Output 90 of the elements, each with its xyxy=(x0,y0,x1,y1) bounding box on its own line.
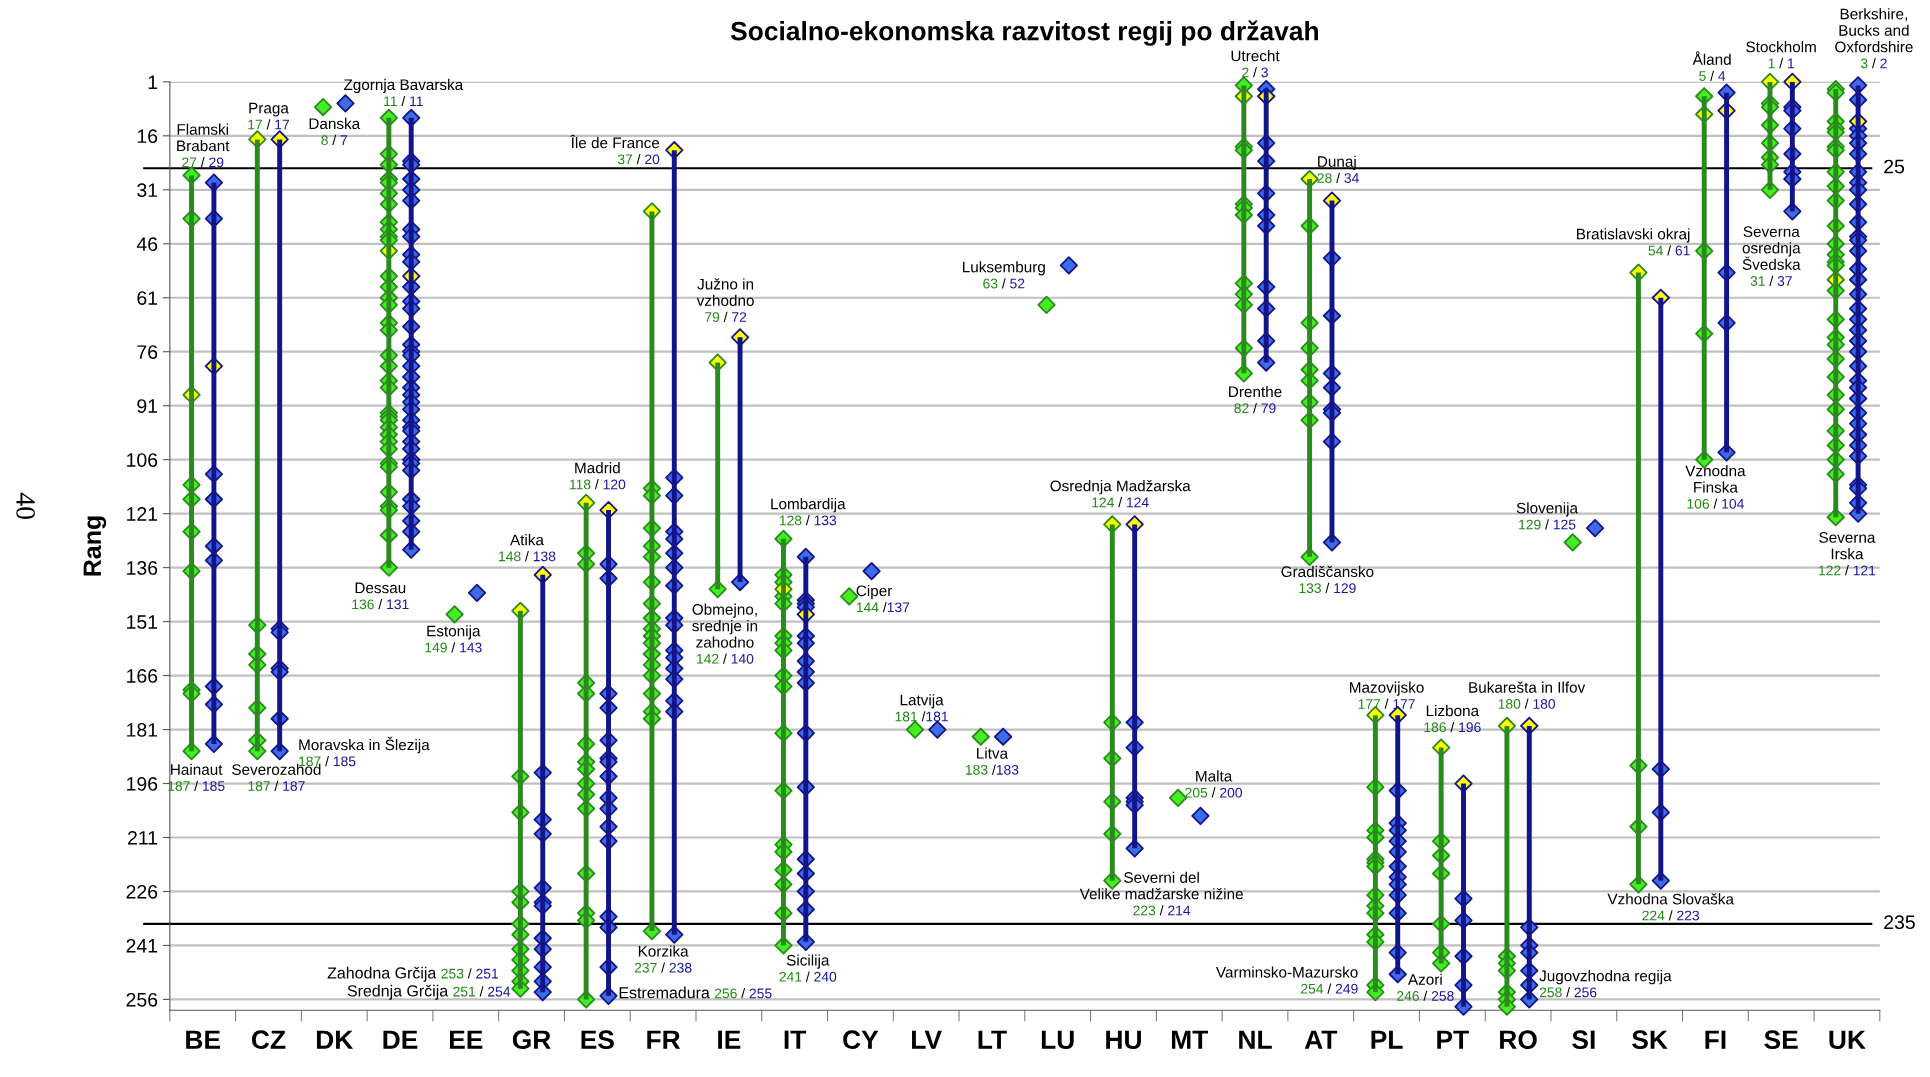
x-tick-label: LV xyxy=(912,1030,942,1049)
annotation: Jugovzhodna regija 258 / 256 xyxy=(1539,970,1672,998)
x-tick-label: FR xyxy=(647,1030,681,1049)
x-tick-label: SE xyxy=(1764,1030,1798,1050)
annotation: Zgornja Bavarska 11 / 11 xyxy=(343,78,464,107)
annotation: Stockholm 1 / 1 xyxy=(1746,41,1816,69)
ref-line-label: 235 xyxy=(1884,915,1915,930)
annotation: Malta 205 / 200 xyxy=(1185,770,1242,798)
x-tick-label: SK xyxy=(1632,1030,1668,1050)
y-tick-label: 61 xyxy=(137,291,158,305)
y-tick-label: 151 xyxy=(127,615,158,629)
annotation: Varminsko-Mazursko 254 / 249 xyxy=(1216,966,1358,994)
x-tick-label: EE xyxy=(449,1030,483,1049)
annotation: Severna Irska 122 / 121 xyxy=(1819,532,1876,576)
annotation: Lombardija 128 / 133 xyxy=(771,498,846,526)
y-tick-label: 226 xyxy=(126,884,158,899)
y-tick-label: 196 xyxy=(127,777,158,791)
annotation: Severni del Velike madžarske nižine 223 / 214 xyxy=(1079,871,1243,916)
annotation: Estremadura 256 / 255 xyxy=(619,986,772,999)
annotation: Ciper 144 /137 xyxy=(856,585,910,613)
x-tick-label: DK xyxy=(316,1030,354,1049)
x-tick-label: BE xyxy=(186,1030,221,1049)
annotation: Južno in vzhodno 79 / 72 xyxy=(696,278,754,322)
x-tick-label: PL xyxy=(1371,1030,1403,1049)
x-tick-label: MT xyxy=(1171,1030,1209,1049)
x-tick-label: UK xyxy=(1829,1030,1866,1050)
annotation: Bratislavski okraj 54 / 61 xyxy=(1577,228,1690,256)
annotation: Zahodna Grčija 253 / 251 xyxy=(327,966,499,982)
x-tick-label: GR xyxy=(512,1030,551,1050)
annotation: Berkshire, Bucks and Oxfordshire 3 / 2 xyxy=(1835,8,1913,69)
annotation: Drenthe 82 / 79 xyxy=(1229,385,1282,414)
annotation: Estonija 149 / 143 xyxy=(425,625,482,653)
annotation: Madrid 118 / 120 xyxy=(569,462,626,490)
annotation: Luksemburg 63 / 52 xyxy=(963,261,1045,289)
annotation: Dunaj 28 / 34 xyxy=(1317,155,1359,183)
annotation: Danska 8 / 7 xyxy=(309,117,361,146)
x-tick-label: ES xyxy=(581,1030,614,1050)
x-tick-label: IE xyxy=(718,1030,741,1049)
annotation: Severna osrednja Švedska 31 / 37 xyxy=(1742,226,1801,286)
x-tick-label: LU xyxy=(1041,1030,1074,1050)
y-tick-label: 181 xyxy=(127,723,158,737)
x-tick-label: AT xyxy=(1304,1030,1338,1049)
x-tick-label: HU xyxy=(1106,1030,1141,1050)
annotation: Gradiščansko 133 / 129 xyxy=(1281,565,1374,594)
annotation: Atika 148 / 138 xyxy=(499,534,556,562)
y-tick-label: 46 xyxy=(136,237,158,252)
annotation: Osrednja Madžarska 124 / 124 xyxy=(1050,480,1191,508)
annotation: Dessau 136 / 131 xyxy=(352,582,409,610)
annotation: Litva 183 /183 xyxy=(965,747,1019,775)
annotation: Hainaut 187 / 185 xyxy=(168,763,225,791)
y-axis-title: Rang xyxy=(83,516,107,576)
ref-line-label: 25 xyxy=(1884,159,1905,174)
annotation: Praga 17 / 17 xyxy=(248,102,290,130)
y-tick-label: 76 xyxy=(137,345,158,359)
annotation: Sicilija 241 / 240 xyxy=(779,954,837,982)
annotation: Vzhodna Slovaška 224 / 223 xyxy=(1607,893,1734,921)
y-tick-label: 136 xyxy=(127,561,158,575)
y-tick-label: 31 xyxy=(137,183,158,198)
annotation: Utrecht 2 / 3 xyxy=(1231,50,1280,78)
y-tick-label: 121 xyxy=(127,507,158,521)
y-tick-label: 211 xyxy=(128,830,158,845)
annotation: Flamski Brabant 27 / 29 xyxy=(177,123,230,168)
annotation: Obmejno, srednje in zahodno 142 / 140 xyxy=(692,603,758,664)
y-tick-label: 256 xyxy=(126,992,158,1007)
x-tick-label: RO xyxy=(1500,1030,1537,1050)
text: 40 xyxy=(16,492,35,520)
annotation: Azori 246 / 258 xyxy=(1397,973,1454,1001)
y-tick-label: 106 xyxy=(127,453,158,467)
annotation: Korzika 237 / 238 xyxy=(634,945,692,973)
annotation: Île de France 37 / 20 xyxy=(570,134,660,165)
x-tick-label: SI xyxy=(1572,1030,1595,1050)
y-tick-label: 1 xyxy=(148,75,158,89)
annotation: Slovenija 129 / 125 xyxy=(1516,502,1579,530)
annotation: Vzhodna Finska 106 / 104 xyxy=(1685,465,1746,509)
x-tick-label: IT xyxy=(784,1030,807,1049)
y-tick-label: 16 xyxy=(137,129,158,144)
chart-title: Socialno-ekonomska razvitost regij po državah xyxy=(730,20,1318,46)
annotation: Latvija 181 /181 xyxy=(895,694,948,722)
y-tick-label: 91 xyxy=(137,399,158,413)
y-tick-label: 241 xyxy=(126,938,158,953)
annotation: Åland 5 / 4 xyxy=(1692,51,1731,81)
x-tick-label: LT xyxy=(978,1030,1007,1049)
annotation: Srednja Grčija 251 / 254 xyxy=(347,984,511,1000)
x-tick-label: CY xyxy=(843,1030,879,1050)
x-tick-label: DE xyxy=(383,1030,418,1049)
x-tick-label: PT xyxy=(1437,1030,1469,1049)
x-tick-label: CZ xyxy=(251,1030,286,1050)
x-tick-label: NL xyxy=(1239,1030,1272,1049)
x-tick-label: FI xyxy=(1705,1030,1726,1049)
y-tick-label: 166 xyxy=(127,669,158,683)
